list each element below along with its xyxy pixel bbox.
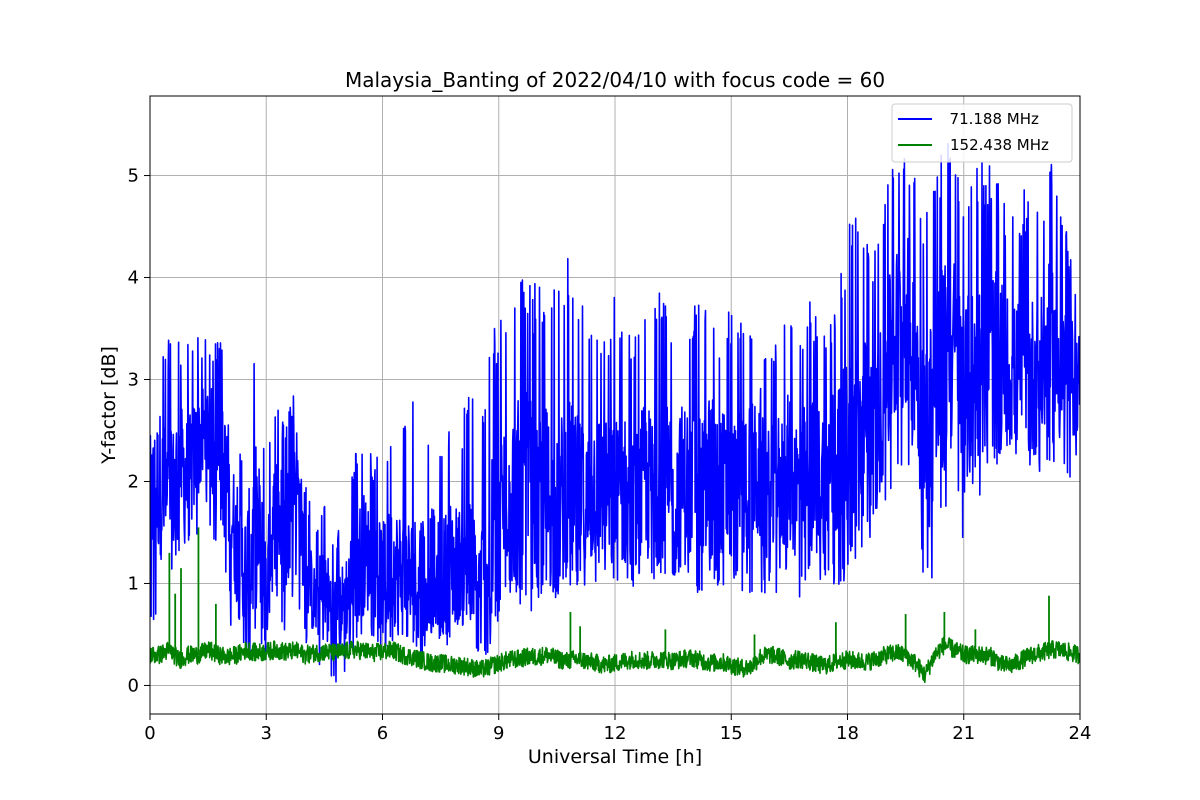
- y-axis-label: Y-factor [dB]: [98, 346, 120, 465]
- x-tick-label: 9: [493, 723, 504, 744]
- legend: 71.188 MHz 152.438 MHz: [891, 103, 1073, 163]
- chart-title: Malaysia_Banting of 2022/04/10 with focu…: [345, 68, 885, 92]
- x-tick-label: 3: [261, 723, 272, 744]
- x-tick-label: 12: [604, 723, 627, 744]
- series-line-2: [150, 636, 1080, 684]
- legend-label-series-2: 152.438 MHz: [950, 136, 1049, 154]
- legend-label-series-1: 71.188 MHz: [940, 110, 1039, 128]
- x-tick-label: 21: [952, 723, 975, 744]
- x-tick-label: 15: [720, 723, 743, 744]
- x-axis-label: Universal Time [h]: [528, 746, 702, 768]
- y-tick-label: 1: [128, 573, 139, 594]
- y-axis: 0 1 2 3 4 5: [128, 166, 150, 696]
- y-tick-label: 5: [128, 166, 139, 187]
- y-tick-label: 4: [128, 268, 139, 289]
- y-tick-label: 0: [128, 675, 139, 696]
- x-tick-label: 18: [836, 723, 859, 744]
- series-line-1: [150, 142, 1080, 683]
- x-tick-label: 0: [144, 723, 155, 744]
- y-tick-label: 2: [128, 471, 139, 492]
- x-tick-label: 6: [377, 723, 388, 744]
- y-tick-label: 3: [128, 370, 139, 391]
- x-axis: 0 3 6 9 12 15 18 21 24: [144, 714, 1091, 744]
- x-tick-label: 24: [1069, 723, 1092, 744]
- legend-box: [891, 103, 1073, 163]
- plot-area: [150, 142, 1080, 684]
